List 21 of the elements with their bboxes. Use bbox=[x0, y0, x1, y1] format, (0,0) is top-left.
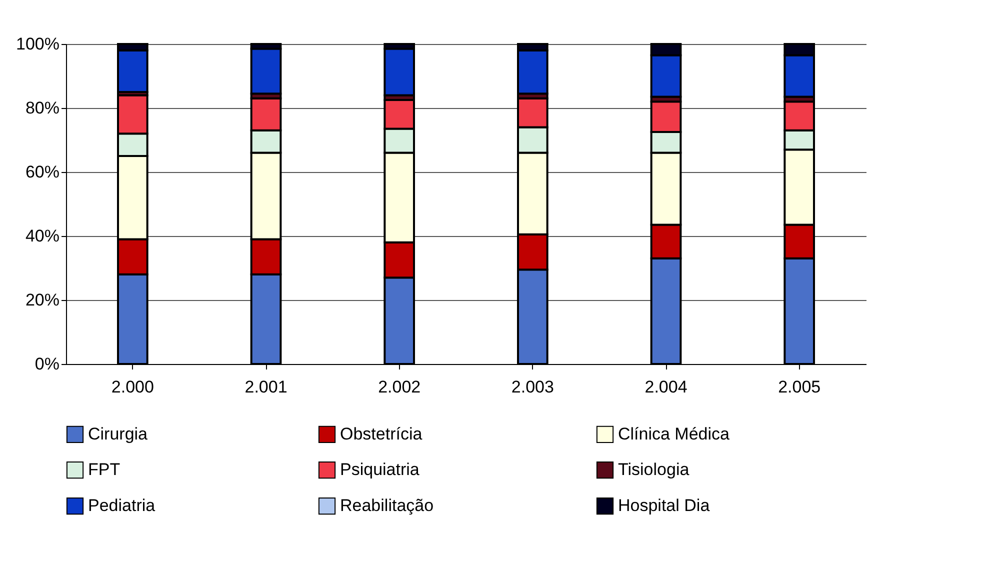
y-tick-label: 40% bbox=[25, 226, 60, 246]
x-tick-label: 2.003 bbox=[511, 378, 554, 396]
y-tick-label: 0% bbox=[34, 354, 60, 374]
legend-label: Hospital Dia bbox=[618, 496, 710, 515]
legend-label: Clínica Médica bbox=[618, 424, 730, 444]
x-tick-label: 2.000 bbox=[111, 378, 154, 396]
legend-label: FPT bbox=[88, 460, 120, 479]
legend-label: Reabilitação bbox=[340, 496, 434, 515]
y-tick-label: 80% bbox=[25, 98, 60, 118]
x-tick-label: 2.002 bbox=[378, 378, 421, 396]
legend-label: Psiquiatria bbox=[340, 460, 420, 479]
legend-label: Tisiologia bbox=[618, 460, 690, 479]
legend-label: Cirurgia bbox=[88, 424, 148, 444]
x-tick-label: 2.004 bbox=[644, 378, 688, 396]
y-tick-label: 60% bbox=[25, 162, 60, 182]
x-tick-label: 2.005 bbox=[778, 378, 821, 396]
legend-label: Pediatria bbox=[88, 496, 156, 515]
y-tick-label: 20% bbox=[25, 290, 60, 310]
y-tick-label: 100% bbox=[16, 34, 60, 54]
x-tick-label: 2.001 bbox=[244, 378, 288, 396]
legend-label: Obstetrícia bbox=[340, 424, 423, 444]
